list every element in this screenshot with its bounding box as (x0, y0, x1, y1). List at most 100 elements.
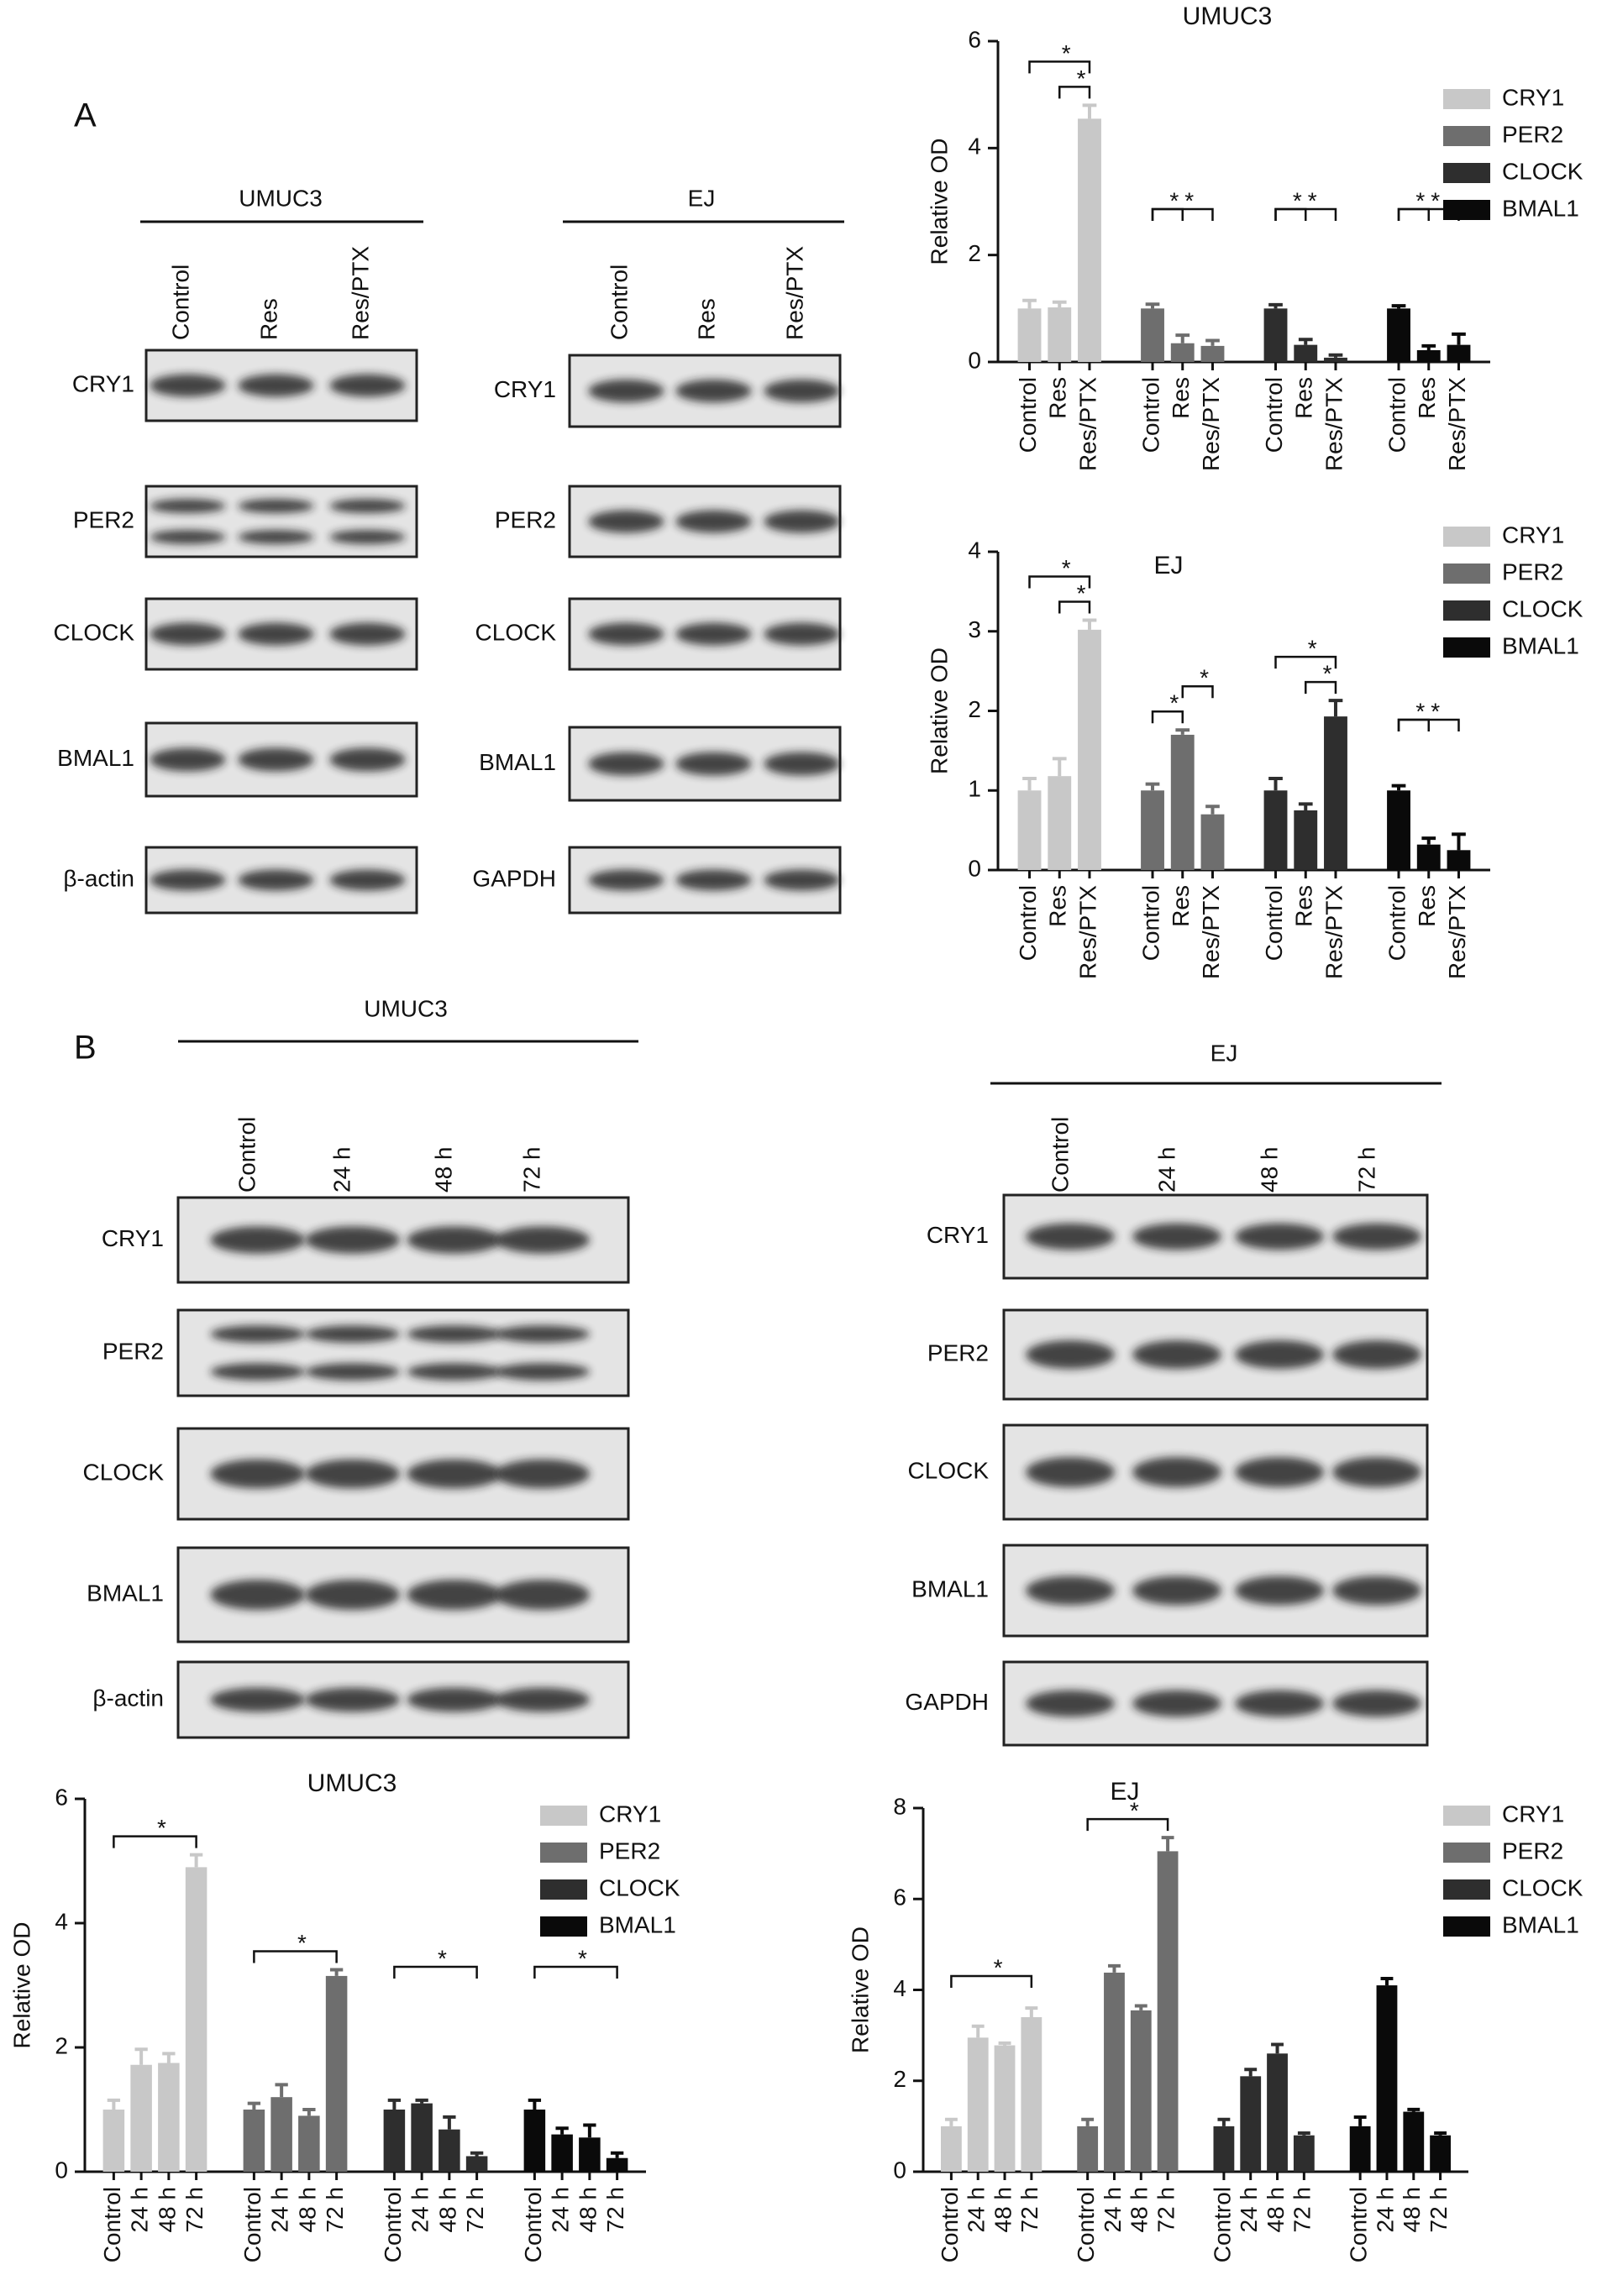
significance-label: * (1431, 187, 1440, 213)
y-axis-label: Relative OD (8, 1922, 34, 2049)
blot-band (210, 1580, 305, 1610)
significance-bracket (533, 1965, 618, 1979)
bar (1387, 308, 1410, 362)
significance-label: * (1308, 187, 1317, 213)
significance-label: * (157, 1815, 166, 1841)
y-tick-label: 0 (893, 2157, 906, 2183)
error-bar (1298, 802, 1313, 810)
bar (1170, 734, 1195, 870)
blot-band (1235, 1690, 1324, 1717)
bar (1048, 776, 1072, 870)
bar (1078, 629, 1101, 870)
panel-label: A (74, 97, 97, 134)
blot-band (1235, 1223, 1324, 1250)
blot-band (305, 1226, 400, 1254)
significance-label: * (1431, 698, 1440, 724)
error-bar (1081, 2117, 1095, 2126)
x-tick-label: 72 h (602, 2187, 628, 2233)
bar (1130, 2010, 1152, 2172)
blot-band (407, 1687, 502, 1712)
x-tick-label: Res/PTX (1444, 377, 1470, 471)
error-bar (1022, 777, 1037, 791)
legend-label: BMAL1 (1502, 632, 1579, 658)
row-label: PER2 (73, 506, 134, 532)
row-label: CRY1 (927, 1222, 989, 1248)
x-tick-label: 48 h (154, 2187, 180, 2233)
y-tick-label: 0 (968, 347, 981, 373)
x-tick-label: Control (1261, 377, 1287, 453)
error-bar (610, 2151, 624, 2158)
row-label: PER2 (927, 1339, 989, 1366)
x-tick-label: 24 h (964, 2187, 990, 2233)
blot-band (1332, 1223, 1421, 1250)
blot-band (329, 747, 406, 772)
error-bar (1421, 343, 1436, 350)
error-bar (1082, 103, 1097, 119)
blot-title: EJ (1211, 1040, 1238, 1066)
significance-bracket (113, 1835, 197, 1848)
x-tick-label: Control (380, 2187, 406, 2262)
legend-label: BMAL1 (599, 1911, 676, 1937)
error-bar (1380, 1976, 1394, 1986)
bar (325, 1975, 348, 2172)
bar (606, 2157, 628, 2172)
blot-band (150, 530, 226, 544)
x-tick-label: Res (1291, 885, 1317, 927)
y-tick-label: 6 (968, 26, 981, 52)
significance-bracket (1058, 86, 1091, 99)
error-bar (107, 2098, 121, 2110)
blot-band (588, 622, 664, 646)
blot-band (238, 869, 314, 891)
x-tick-label: Res/PTX (1074, 885, 1100, 979)
bar (1447, 344, 1471, 362)
row-label: β-actin (63, 865, 134, 891)
blot-band (1332, 1575, 1421, 1606)
x-tick-label: Control (1261, 885, 1287, 961)
blot-band (764, 869, 840, 891)
error-bar (555, 2126, 569, 2135)
x-tick-label: Control (1073, 2187, 1099, 2262)
x-tick-label: Control (1384, 885, 1410, 961)
lane-label: Res/PTX (781, 246, 807, 340)
bar (1403, 2111, 1425, 2172)
bar (1157, 1851, 1179, 2172)
legend-label: CRY1 (1502, 84, 1564, 110)
significance-label: * (578, 1945, 587, 1971)
blot-band (305, 1580, 400, 1610)
row-label: CRY1 (102, 1225, 164, 1251)
significance-bracket (1028, 60, 1091, 74)
blot-band (238, 747, 314, 772)
bar (1387, 790, 1410, 870)
blot-band (1132, 1340, 1221, 1369)
y-tick-label: 1 (968, 776, 981, 802)
legend-label: PER2 (599, 1837, 660, 1864)
bar (1267, 2053, 1288, 2172)
blot-band (210, 1687, 305, 1712)
y-tick-label: 4 (968, 134, 981, 160)
lane-label: 48 h (430, 1147, 456, 1193)
blot-box (144, 485, 418, 558)
x-tick-label: Control (1346, 2187, 1372, 2262)
bar (298, 2115, 320, 2172)
blot-band (210, 1226, 305, 1254)
legend-swatch (1443, 564, 1490, 584)
x-tick-label: 24 h (1372, 2187, 1398, 2233)
y-tick-label: 6 (55, 1784, 68, 1810)
x-tick-label: Res/PTX (1074, 377, 1100, 471)
legend-swatch (1443, 126, 1490, 146)
blot-band (588, 752, 664, 776)
significance-bracket (253, 1950, 338, 1963)
error-bar (1353, 2115, 1367, 2126)
blot-band (1132, 1457, 1221, 1487)
blot-band (407, 1363, 502, 1381)
x-tick-label: 24 h (548, 2187, 574, 2233)
error-bar (944, 2117, 958, 2126)
chart-title: UMUC3 (307, 1769, 397, 1797)
legend-label: CLOCK (1502, 595, 1583, 621)
x-tick-label: Res (1414, 885, 1440, 927)
blot-band (305, 1687, 400, 1712)
legend-label: CRY1 (599, 1801, 661, 1827)
significance-label: * (1077, 580, 1086, 606)
legend-swatch (1443, 163, 1490, 183)
bar (1294, 344, 1318, 362)
